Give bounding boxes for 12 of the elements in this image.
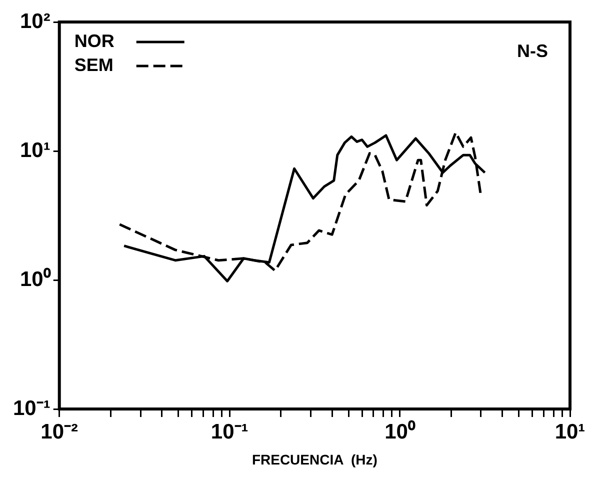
- legend-label: NOR: [74, 30, 114, 51]
- x-tick-label: 10⁻¹: [210, 420, 248, 444]
- y-tick-label: 10²: [20, 10, 50, 33]
- y-tick-label: 10⁻¹: [12, 396, 50, 420]
- y-tick-label: 10⁰: [20, 266, 52, 291]
- x-tick-label: 10¹: [554, 420, 586, 444]
- x-tick-label: 10⁻²: [40, 420, 78, 444]
- y-tick-label: 10¹: [20, 138, 50, 162]
- annotation: N-S: [517, 40, 548, 61]
- x-axis-title: FRECUENCIA (Hz): [252, 451, 378, 468]
- x-tick-label: 10⁰: [384, 419, 416, 444]
- legend-label: SEM: [74, 54, 114, 75]
